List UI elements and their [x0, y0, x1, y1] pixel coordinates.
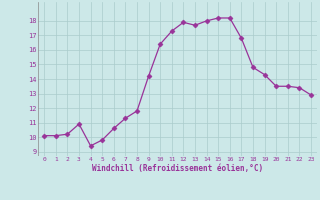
X-axis label: Windchill (Refroidissement éolien,°C): Windchill (Refroidissement éolien,°C): [92, 164, 263, 173]
